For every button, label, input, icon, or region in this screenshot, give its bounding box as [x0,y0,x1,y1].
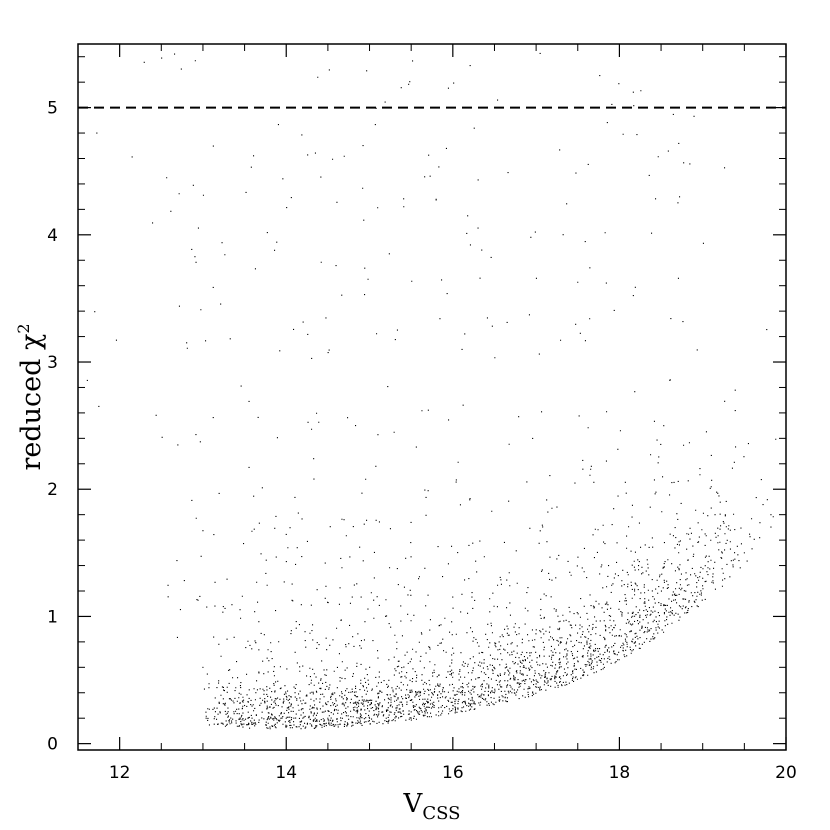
x-tick-label: 20 [775,763,797,783]
x-axis-label: VCSS [403,789,461,824]
y-axis-label: reduced χ2 [14,323,47,470]
data-point-13 [743,552,745,554]
data-point-0 [202,666,204,668]
x-tick-label: 16 [442,763,464,783]
y-tick-label: 3 [47,353,58,373]
data-points [86,52,777,730]
data-point-10 [618,634,621,637]
y-tick-label: 1 [47,607,58,627]
plot-frame [77,43,787,751]
data-point-1 [243,704,246,707]
y-tick-label: 4 [47,226,58,246]
data-point-3 [327,717,329,719]
y-tick-label: 5 [47,99,58,119]
x-tick-label: 14 [275,763,297,783]
y-axis-label-main: reduced χ [16,334,47,471]
y-tick-label: 2 [47,480,58,500]
data-point-11 [660,603,662,605]
x-axis-label-main: V [403,789,424,819]
data-point-2 [285,717,287,719]
data-point-9 [577,660,579,662]
data-point-5 [410,711,412,713]
x-axis-label-sub: CSS [422,803,460,824]
x-tick-label: 18 [609,763,631,783]
y-tick-label: 0 [47,735,58,755]
x-tick-label: 12 [109,763,131,783]
axis-ticks [77,44,787,750]
data-point-4 [368,717,371,719]
y-axis-label-sup: 2 [14,323,33,333]
data-point-12 [702,577,704,579]
data-point-8 [535,679,537,681]
data-point-6 [452,704,454,707]
data-point-7 [493,692,496,694]
